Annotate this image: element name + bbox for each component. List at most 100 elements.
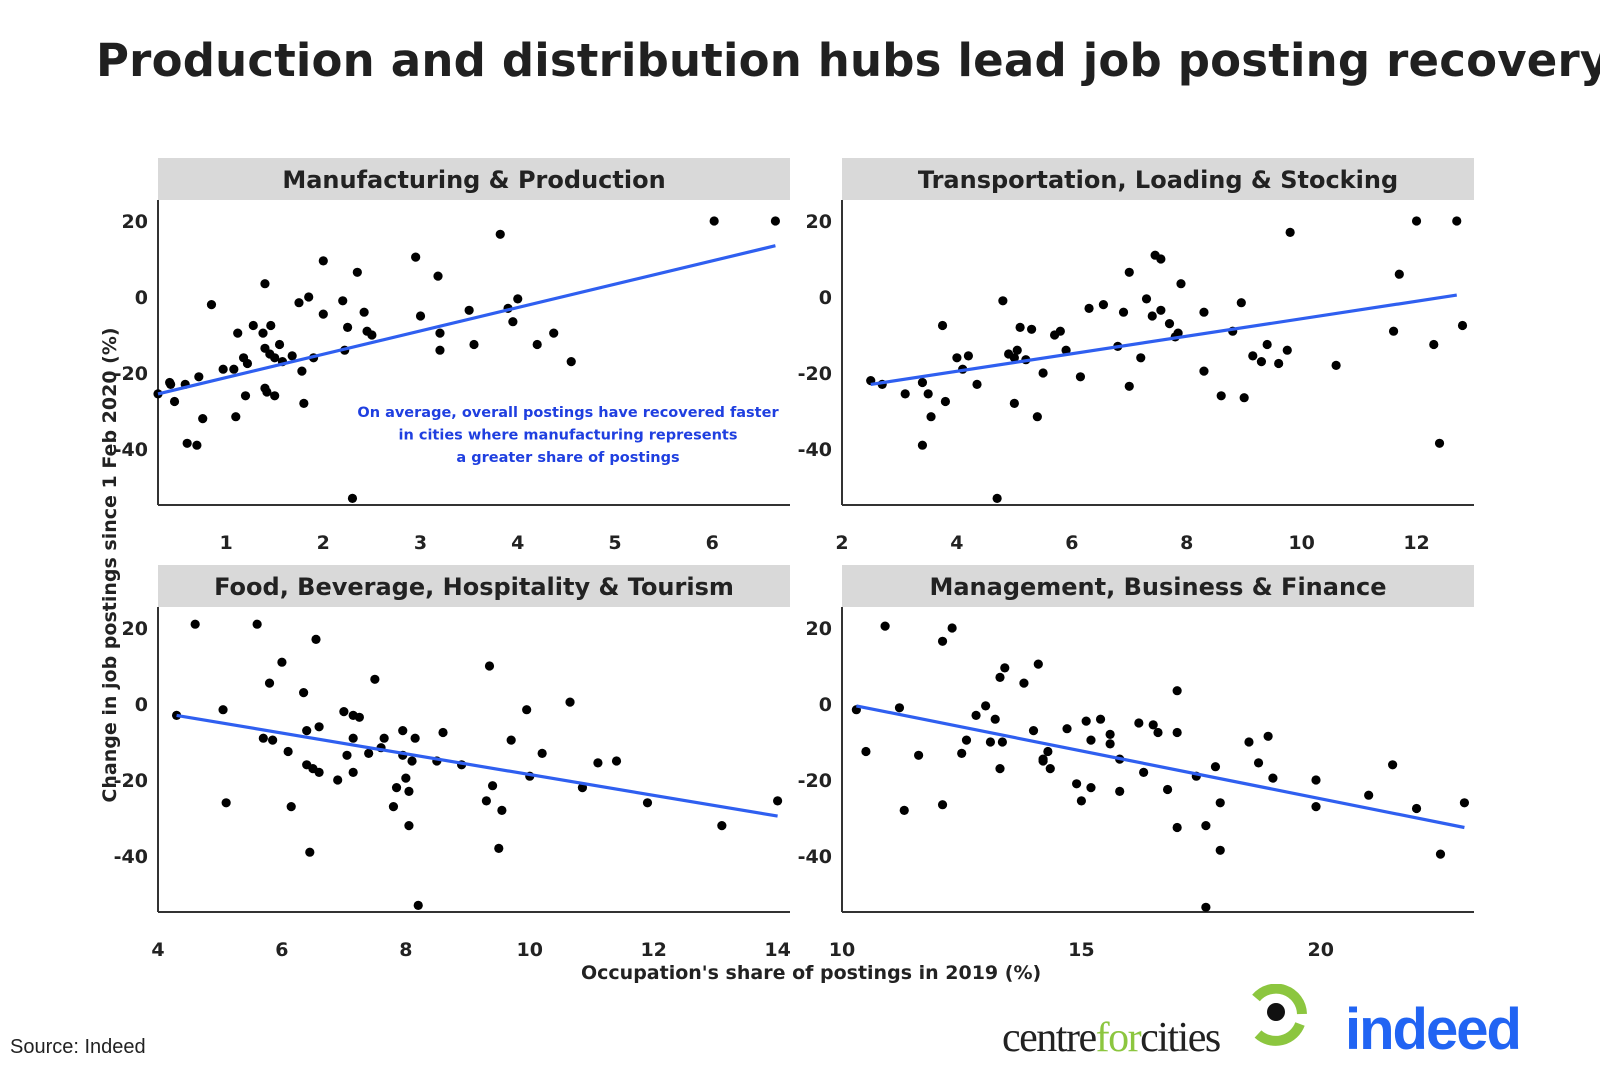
data-point — [354, 712, 364, 722]
data-point — [1199, 307, 1209, 317]
y-axis-label: Change in job postings since 1 Feb 2020 … — [99, 327, 121, 803]
facet-panel-3: Food, Beverage, Hospitality & Tourism 20 0… — [114, 565, 791, 961]
trend-line — [176, 713, 778, 818]
data-point — [1124, 381, 1134, 391]
data-point — [1076, 796, 1086, 806]
data-point — [1032, 412, 1042, 422]
x-tick-label: 2 — [835, 532, 848, 554]
facet-title: Management, Business & Finance — [929, 573, 1386, 601]
x-tick-label: 3 — [414, 532, 427, 554]
data-point — [494, 843, 504, 854]
data-point — [593, 758, 603, 768]
data-point — [1176, 279, 1186, 289]
data-point — [398, 726, 408, 736]
data-point — [338, 296, 348, 306]
data-point — [940, 396, 951, 407]
data-point — [997, 737, 1007, 747]
data-point — [297, 366, 307, 376]
data-point — [391, 783, 402, 793]
data-point — [1147, 311, 1157, 321]
data-point — [998, 296, 1008, 306]
data-point — [1033, 659, 1043, 669]
y-tick-label: -20 — [798, 770, 832, 792]
data-point — [1028, 726, 1039, 736]
data-point — [229, 364, 239, 374]
data-point — [359, 307, 369, 317]
data-point — [266, 320, 276, 331]
data-point — [233, 328, 243, 338]
data-point — [352, 267, 362, 277]
facet-strip — [842, 158, 1474, 200]
data-point — [1364, 790, 1374, 800]
data-point — [995, 672, 1005, 683]
data-point — [435, 328, 445, 338]
data-point — [1141, 294, 1152, 304]
data-point — [717, 821, 727, 831]
data-point — [311, 634, 321, 645]
data-point — [1098, 300, 1109, 310]
x-tick-label: 2 — [317, 532, 330, 554]
data-point — [937, 800, 948, 810]
data-point — [343, 322, 353, 332]
data-point — [900, 389, 910, 399]
data-point — [1262, 339, 1272, 350]
y-tick-label: 0 — [819, 287, 832, 309]
data-point — [1164, 319, 1175, 329]
data-point — [532, 339, 542, 350]
data-point — [1210, 762, 1221, 772]
logo-part-centre: centre — [1002, 1015, 1097, 1061]
data-point — [1009, 398, 1019, 408]
data-point — [522, 705, 532, 715]
y-tick-label: -40 — [114, 846, 148, 868]
data-point — [952, 353, 962, 363]
data-point — [1268, 773, 1278, 783]
x-axis-label: Occupation's share of postings in 2019 (… — [581, 962, 1042, 984]
data-point — [411, 252, 421, 262]
data-point — [314, 722, 324, 732]
facet-strip — [158, 158, 790, 200]
data-point — [611, 756, 622, 766]
x-tick-label: 10 — [517, 939, 543, 961]
data-point — [770, 216, 781, 226]
data-point — [1457, 320, 1468, 331]
data-point — [1139, 767, 1149, 778]
data-point — [914, 750, 924, 760]
data-point — [274, 339, 285, 350]
data-point — [1081, 716, 1091, 726]
data-point — [1075, 372, 1086, 382]
facet-strip — [158, 565, 790, 607]
data-point — [283, 746, 293, 757]
y-tick-label: -20 — [114, 363, 148, 385]
data-point — [992, 493, 1002, 503]
x-tick-label: 8 — [399, 939, 412, 961]
facet-panel-2: Transportation, Loading & Stocking 20 0 -20… — [798, 158, 1474, 554]
data-point — [166, 379, 176, 389]
data-point — [1009, 353, 1019, 363]
data-point — [1162, 784, 1173, 795]
y-tick-label: 20 — [122, 618, 148, 640]
data-point — [1019, 678, 1029, 688]
data-point — [481, 796, 491, 806]
data-point — [218, 705, 228, 715]
data-point — [413, 900, 423, 911]
data-point — [277, 657, 287, 667]
data-point — [1388, 326, 1399, 336]
data-point — [963, 351, 974, 361]
data-point — [171, 710, 182, 721]
data-point — [1061, 345, 1071, 355]
data-point — [305, 847, 315, 857]
data-point — [1236, 298, 1246, 308]
data-point — [347, 493, 358, 503]
x-tick-label: 14 — [764, 939, 790, 961]
data-point — [169, 396, 180, 407]
data-point — [198, 414, 208, 424]
data-point — [262, 387, 272, 397]
data-point — [1285, 227, 1295, 237]
data-point — [1215, 845, 1225, 855]
data-point — [926, 412, 936, 422]
data-point — [299, 398, 309, 408]
data-point — [268, 735, 278, 745]
data-point — [302, 726, 312, 736]
y-tick-label: -40 — [114, 439, 148, 461]
trend-line — [856, 704, 1465, 830]
